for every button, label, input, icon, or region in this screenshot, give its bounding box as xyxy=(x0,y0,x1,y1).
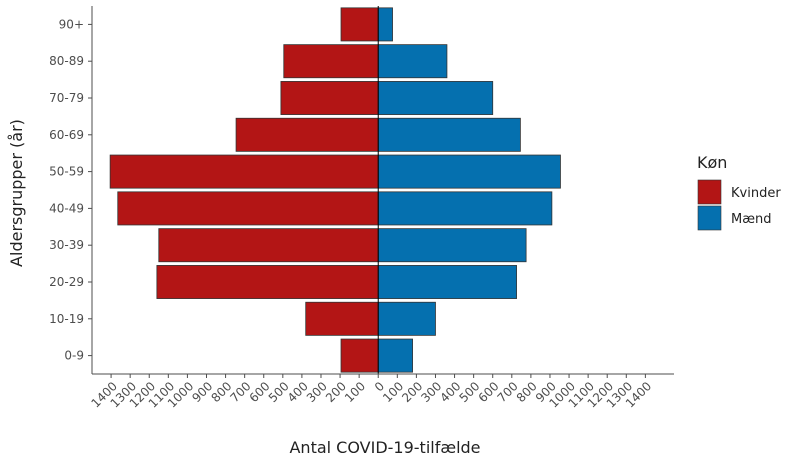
y-tick-label: 10-19 xyxy=(49,312,84,326)
y-axis-title: Aldersgrupper (år) xyxy=(7,119,26,267)
x-axis-title: Antal COVID-19-tilfælde xyxy=(289,438,480,457)
bar-m-nd-50-59 xyxy=(377,154,561,189)
bar-kvinder-90plus xyxy=(340,7,379,42)
bar-m-nd-30-39 xyxy=(377,228,527,263)
bar-kvinder-30-39 xyxy=(158,228,379,263)
legend-label-kvinder: Kvinder xyxy=(731,186,781,201)
y-tick-label: 40-49 xyxy=(49,201,84,215)
bar-kvinder-10-19 xyxy=(305,301,379,336)
bar-m-nd-70-79 xyxy=(377,81,494,115)
bar-kvinder-70-79 xyxy=(280,81,379,115)
legend-title: Køn xyxy=(697,153,727,172)
bar-kvinder-20-29 xyxy=(156,265,379,299)
y-tick-label: 60-69 xyxy=(49,128,84,142)
legend-label-maend: Mænd xyxy=(731,212,771,227)
bar-kvinder-40-49 xyxy=(117,191,379,226)
y-tick-label: 80-89 xyxy=(49,54,84,68)
y-tick-label: 90+ xyxy=(59,17,84,31)
y-tick-label: 70-79 xyxy=(49,91,84,105)
legend-key-kvinder xyxy=(697,179,722,205)
y-tick-label: 30-39 xyxy=(49,238,84,252)
bar-m-nd-90plus xyxy=(377,7,393,42)
bar-m-nd-0-9 xyxy=(377,338,413,373)
y-tick-label: 50-59 xyxy=(49,165,84,179)
y-tick-label: 0-9 xyxy=(64,349,84,363)
bars-layer xyxy=(109,7,561,373)
bar-m-nd-80-89 xyxy=(377,44,448,79)
bar-kvinder-80-89 xyxy=(283,44,379,79)
y-tick-label: 20-29 xyxy=(49,275,84,289)
legend: Køn Kvinder Mænd xyxy=(697,153,781,231)
bar-m-nd-40-49 xyxy=(377,191,553,226)
axes-layer xyxy=(91,6,674,375)
bar-m-nd-20-29 xyxy=(377,265,517,299)
bar-kvinder-60-69 xyxy=(235,117,379,152)
legend-key-maend xyxy=(697,205,722,231)
bar-m-nd-10-19 xyxy=(377,301,436,336)
bar-kvinder-0-9 xyxy=(340,338,379,373)
bar-m-nd-60-69 xyxy=(377,117,521,152)
x-tick-label: 100 xyxy=(342,379,368,405)
bar-kvinder-50-59 xyxy=(109,154,379,189)
